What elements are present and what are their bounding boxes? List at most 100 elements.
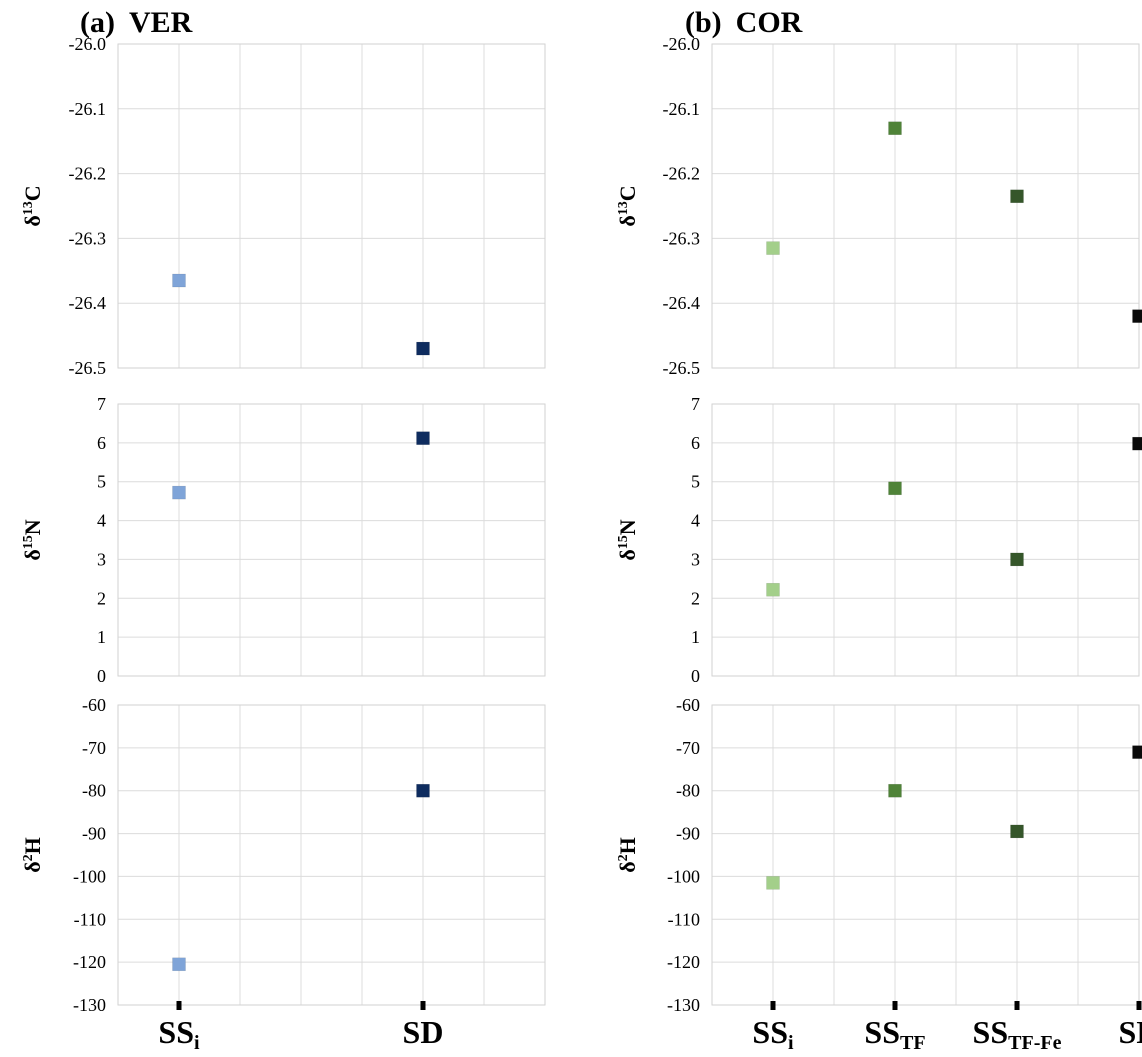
y-tick-label: -26.0 bbox=[663, 34, 701, 54]
y-axis-label-element: C bbox=[20, 185, 45, 201]
x-category-name: SS bbox=[158, 1014, 194, 1050]
y-tick-label: 5 bbox=[691, 472, 700, 492]
data-point bbox=[1010, 824, 1024, 839]
y-tick-label: -26.4 bbox=[69, 293, 107, 313]
y-axis-label-delta: δ bbox=[615, 861, 640, 872]
data-point bbox=[766, 582, 780, 597]
subplot-n: 7 6 5 4 3 2 1 0 δ15N bbox=[20, 394, 546, 686]
data-point bbox=[766, 241, 780, 255]
y-tick-label: -130 bbox=[73, 995, 106, 1015]
plot-frame bbox=[117, 704, 546, 1006]
x-category-name: SS bbox=[752, 1014, 788, 1050]
data-point bbox=[416, 341, 430, 356]
y-tick-label: -80 bbox=[676, 781, 700, 801]
data-point bbox=[1010, 189, 1024, 204]
y-axis-label-element: C bbox=[615, 185, 640, 201]
y-tick-label: -26.1 bbox=[663, 99, 701, 119]
x-category-label: SSTF-Fe bbox=[973, 1014, 1062, 1054]
y-tick-label: 4 bbox=[97, 511, 106, 531]
y-tick-label: 6 bbox=[97, 433, 106, 453]
y-tick-label: 2 bbox=[97, 588, 106, 608]
x-category-label: SSi bbox=[158, 1014, 200, 1054]
y-axis-label-delta: δ bbox=[20, 861, 45, 872]
y-axis-label: δ2H bbox=[20, 837, 45, 873]
y-tick-label: -26.3 bbox=[663, 228, 701, 248]
y-axis-label-isotope: 13 bbox=[616, 201, 631, 215]
panel-title: (b) COR bbox=[685, 6, 803, 39]
y-tick-label: 3 bbox=[97, 549, 106, 569]
y-axis-label-element: N bbox=[20, 519, 45, 535]
y-tick-label: -26.4 bbox=[663, 293, 701, 313]
x-tick-mark bbox=[176, 1001, 182, 1010]
data-point bbox=[888, 481, 902, 496]
y-axis-label: δ2H bbox=[615, 837, 640, 873]
x-tick-mark bbox=[420, 1001, 426, 1010]
y-tick-label: -100 bbox=[667, 866, 700, 886]
y-tick-label: -80 bbox=[82, 781, 106, 801]
data-point bbox=[1132, 436, 1142, 451]
y-tick-label: 6 bbox=[691, 433, 700, 453]
y-tick-label: 3 bbox=[691, 549, 700, 569]
panel-cor: (b) COR-26.0-26.1-26.2-26.3-26.4-26.5δ13C… bbox=[615, 6, 1142, 1054]
y-tick-label: -90 bbox=[676, 824, 700, 844]
y-tick-label: -26.5 bbox=[663, 358, 701, 378]
y-tick-label: -90 bbox=[82, 824, 106, 844]
y-axis-label-isotope: 15 bbox=[616, 535, 631, 549]
y-tick-label: -26.2 bbox=[663, 164, 701, 184]
y-tick-label: -100 bbox=[73, 866, 106, 886]
x-tick-mark bbox=[892, 1001, 898, 1010]
x-category-subscript: i bbox=[788, 1032, 794, 1054]
data-point bbox=[416, 783, 430, 798]
data-point bbox=[416, 431, 430, 445]
data-point bbox=[1132, 309, 1142, 323]
plot-frame bbox=[711, 704, 1140, 1006]
x-category-name: SD bbox=[403, 1014, 444, 1050]
x-category-label: SD bbox=[403, 1014, 444, 1050]
x-category-label: SSi bbox=[752, 1014, 794, 1054]
y-tick-label: 0 bbox=[97, 666, 106, 686]
y-tick-label: -26.3 bbox=[69, 228, 107, 248]
y-tick-label: 1 bbox=[97, 627, 106, 647]
y-tick-label: -26.2 bbox=[69, 164, 107, 184]
plot-frame bbox=[711, 403, 1140, 677]
y-axis-label: δ15N bbox=[20, 519, 45, 560]
panel-name: VER bbox=[129, 6, 193, 39]
y-axis-label-isotope: 2 bbox=[616, 854, 631, 861]
y-axis-label-element: N bbox=[615, 519, 640, 535]
x-category-label: SD bbox=[1119, 1014, 1142, 1050]
data-point bbox=[172, 273, 186, 288]
y-tick-label: -120 bbox=[667, 952, 700, 972]
y-axis-label-delta: δ bbox=[615, 215, 640, 226]
y-tick-label: -70 bbox=[676, 738, 700, 758]
y-axis-label-element: H bbox=[615, 837, 640, 854]
y-tick-label: -110 bbox=[74, 909, 106, 929]
y-tick-label: -60 bbox=[82, 695, 106, 715]
y-axis-label-element: H bbox=[20, 837, 45, 854]
data-point bbox=[1132, 745, 1142, 759]
x-category-subscript: TF bbox=[900, 1032, 926, 1054]
x-category-subscript: TF-Fe bbox=[1008, 1032, 1061, 1054]
panel-title: (a) VER bbox=[80, 6, 193, 39]
data-point bbox=[172, 485, 186, 500]
y-tick-label: 5 bbox=[97, 472, 106, 492]
y-tick-label: -130 bbox=[667, 995, 700, 1015]
data-point bbox=[766, 876, 780, 890]
data-point bbox=[888, 121, 902, 135]
plot-frame bbox=[117, 43, 546, 369]
y-tick-label: 0 bbox=[691, 666, 700, 686]
x-tick-mark bbox=[1136, 1001, 1142, 1010]
x-category-subscript: i bbox=[194, 1032, 200, 1054]
y-axis-label-delta: δ bbox=[20, 549, 45, 560]
data-point bbox=[172, 957, 186, 972]
y-tick-label: -60 bbox=[676, 695, 700, 715]
y-axis-label-isotope: 15 bbox=[21, 535, 36, 549]
x-category-label: SSTF bbox=[864, 1014, 925, 1054]
data-point bbox=[1010, 552, 1024, 567]
y-tick-label: -26.1 bbox=[69, 99, 107, 119]
x-category-name: SS bbox=[864, 1014, 900, 1050]
y-tick-label: 1 bbox=[691, 627, 700, 647]
x-category-name: SD bbox=[1119, 1014, 1142, 1050]
y-tick-label: 4 bbox=[691, 511, 700, 531]
y-tick-label: 7 bbox=[97, 394, 106, 414]
panel-letter: (a) bbox=[80, 6, 115, 39]
